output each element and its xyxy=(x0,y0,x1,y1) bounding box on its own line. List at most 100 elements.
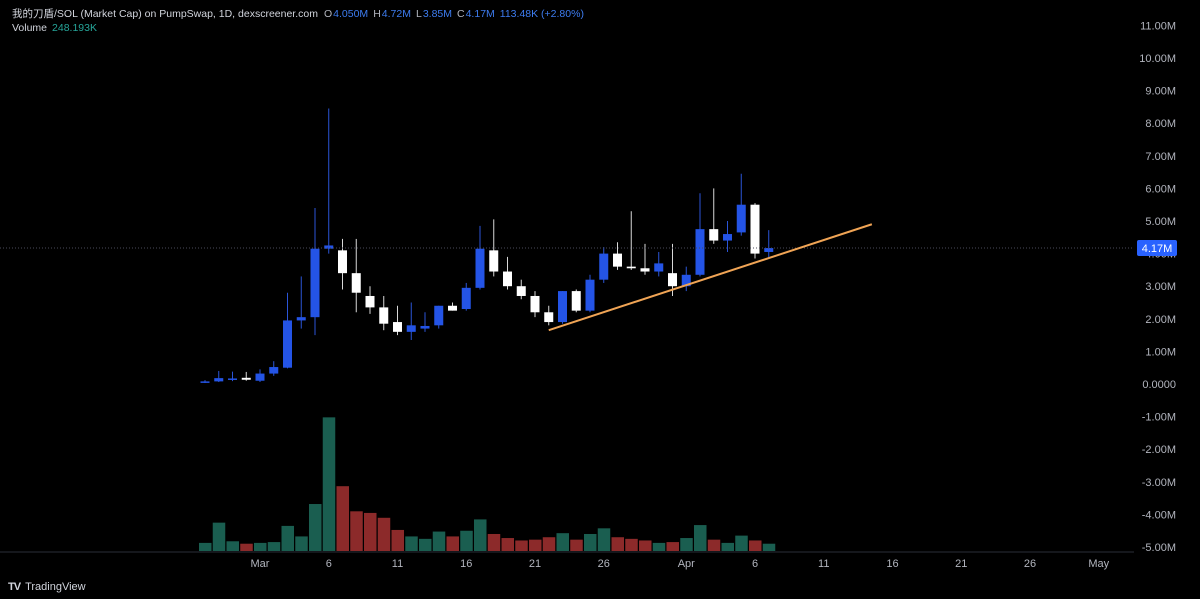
volume-bar xyxy=(309,504,322,551)
y-tick-label: 6.00M xyxy=(1145,183,1176,195)
volume-bar xyxy=(487,533,501,551)
y-tick-label: -3.00M xyxy=(1142,477,1176,489)
y-tick-label: 1.00M xyxy=(1145,346,1176,358)
y-tick-label: 8.00M xyxy=(1145,118,1176,130)
volume-bar xyxy=(336,486,349,551)
low-label: L xyxy=(415,8,422,20)
tradingview-brand[interactable]: TV TradingView xyxy=(8,581,86,593)
volume-bar xyxy=(762,543,776,551)
candle-body xyxy=(448,305,457,311)
candle-body xyxy=(214,378,224,382)
volume-bar xyxy=(474,519,487,551)
close-label: C xyxy=(457,8,465,20)
x-tick-label: 16 xyxy=(460,558,472,570)
candle-body xyxy=(516,286,526,296)
volume-bar xyxy=(364,512,377,551)
volume-bar xyxy=(240,543,253,551)
volume-bar xyxy=(295,536,308,551)
high-value: 4.72M xyxy=(381,8,411,20)
candle-body xyxy=(365,295,375,308)
volume-bar xyxy=(597,528,611,551)
last-price-tag-label: 4.17M xyxy=(1142,243,1173,255)
candle-body xyxy=(310,248,320,318)
volume-bar xyxy=(749,540,762,551)
volume-bar xyxy=(680,538,693,551)
y-tick-label: -5.00M xyxy=(1142,542,1176,554)
volume-bar xyxy=(226,541,239,551)
candle-body xyxy=(530,295,540,313)
candle-body xyxy=(461,287,471,310)
time-axis[interactable]: Mar 6 11 16 21 26 Apr 6 11 16 21 26 May xyxy=(251,558,1110,570)
y-tick-label: 5.00M xyxy=(1145,216,1176,228)
x-tick-label: May xyxy=(1088,558,1109,570)
open-value: 4.050M xyxy=(333,8,369,20)
candle-body xyxy=(599,253,609,280)
candle-body xyxy=(750,204,760,254)
volume-bar xyxy=(735,535,748,551)
x-tick-label: 11 xyxy=(818,558,829,570)
volume-bar xyxy=(405,536,418,551)
volume-bar xyxy=(322,417,336,551)
x-tick-label: 6 xyxy=(326,558,332,570)
volume-bar xyxy=(611,537,624,551)
volume-bar xyxy=(707,539,721,551)
y-tick-label: -2.00M xyxy=(1142,444,1176,456)
candle-body xyxy=(296,317,306,321)
candle-body xyxy=(475,248,485,288)
candle-body xyxy=(269,367,279,374)
candle-body xyxy=(709,229,719,241)
y-tick-label: -1.00M xyxy=(1142,412,1176,424)
candle-body xyxy=(681,274,691,287)
tradingview-logo: TV xyxy=(8,581,21,593)
candle-body xyxy=(558,291,567,323)
low-value: 3.85M xyxy=(422,8,452,20)
volume-bar xyxy=(625,538,638,551)
x-tick-label: 26 xyxy=(598,558,610,570)
last-price-tag-bg xyxy=(1137,240,1177,257)
candle-body xyxy=(695,229,705,275)
volume-bar xyxy=(419,538,432,551)
candle-body xyxy=(668,273,677,287)
volume-bar xyxy=(446,536,459,551)
candle-body xyxy=(351,273,361,293)
candle-body xyxy=(640,268,650,272)
y-tick-label: 10.00M xyxy=(1139,53,1176,65)
volume-value: 248.193K xyxy=(52,22,97,34)
high-label: H xyxy=(373,8,381,20)
tradingview-name: TradingView xyxy=(25,581,86,593)
candle-body xyxy=(434,305,444,326)
y-tick-label: 3.00M xyxy=(1145,281,1176,293)
volume-bar xyxy=(281,525,294,551)
x-tick-label: Mar xyxy=(251,558,270,570)
candlesticks xyxy=(200,108,774,384)
legend-volume-row: Volume 248.193K xyxy=(12,21,584,35)
volume-bar xyxy=(639,540,652,551)
volume-bar xyxy=(694,525,707,551)
close-value: 4.17M xyxy=(465,8,495,20)
volume-bars xyxy=(199,417,776,551)
legend-ohlc-row: 我的刀盾/SOL (Market Cap) on PumpSwap, 1D, d… xyxy=(12,7,584,21)
y-tick-label: -4.00M xyxy=(1142,509,1176,521)
candle-body xyxy=(626,266,636,269)
volume-bar xyxy=(666,542,679,551)
volume-bar xyxy=(391,529,404,551)
candle-body xyxy=(489,250,499,272)
x-tick-label: 11 xyxy=(392,558,403,570)
y-tick-label: 7.00M xyxy=(1145,151,1176,163)
candle-body xyxy=(723,234,732,241)
candle-body xyxy=(571,291,581,311)
volume-bar xyxy=(501,538,514,551)
symbol-title[interactable]: 我的刀盾/SOL (Market Cap) on PumpSwap, 1D, d… xyxy=(12,8,318,20)
volume-bar xyxy=(515,540,528,551)
price-axis[interactable]: 11.00M10.00M9.00M8.00M7.00M6.00M5.00M4.0… xyxy=(1139,20,1176,554)
candle-body xyxy=(241,377,251,380)
trendline[interactable] xyxy=(548,223,873,332)
volume-bar xyxy=(377,517,391,551)
volume-bar xyxy=(254,542,267,551)
y-tick-label: 0.0000 xyxy=(1142,379,1176,391)
volume-bar xyxy=(721,542,734,551)
candle-body xyxy=(585,279,595,311)
volume-label[interactable]: Volume xyxy=(12,22,48,34)
volume-bar xyxy=(652,542,666,551)
